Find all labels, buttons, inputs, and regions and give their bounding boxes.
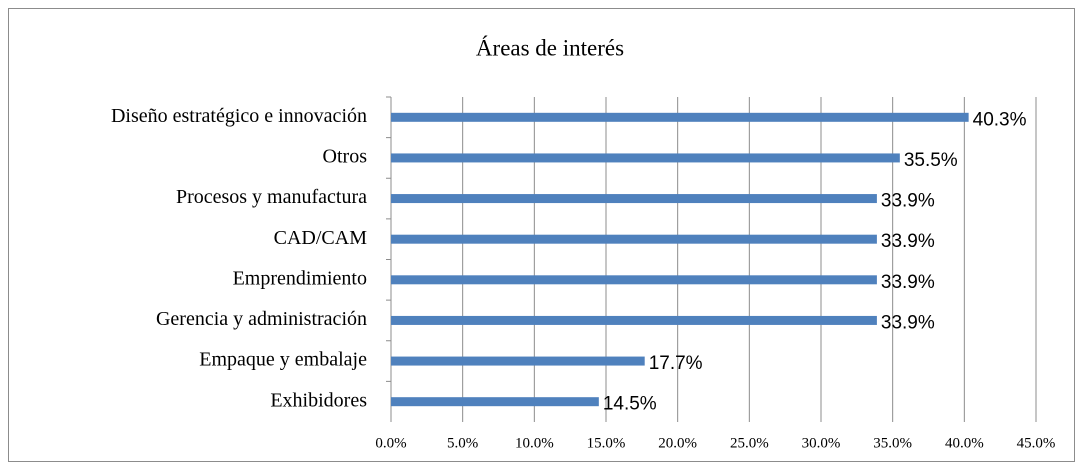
x-tick-label: 0.0% [375,435,406,451]
chart-title: Áreas de interés [476,35,624,60]
x-tick-label: 5.0% [447,435,478,451]
x-tick-label: 35.0% [873,435,912,451]
bar [391,356,645,366]
x-tick-label: 45.0% [1017,435,1056,451]
y-tick-label: Emprendimiento [233,267,367,289]
x-tick-label: 10.0% [515,435,554,451]
bar [391,234,877,244]
y-tick-label: Empaque y embalaje [199,349,367,371]
value-label: 33.9% [881,231,935,252]
bar [391,397,599,407]
bar [391,194,877,204]
y-tick-label: Diseño estratégico e innovación [111,105,367,127]
y-tick-label: Otros [323,146,368,168]
y-tick-label: Procesos y manufactura [176,186,367,208]
x-tick-label: 15.0% [587,435,626,451]
value-label: 14.5% [603,394,657,415]
value-label: 35.5% [904,150,958,171]
value-label: 33.9% [881,312,935,333]
x-tick-label: 30.0% [802,435,841,451]
bar [391,275,877,285]
value-label: 33.9% [881,191,935,212]
value-label: 40.3% [973,109,1027,130]
value-label: 17.7% [649,353,703,374]
y-tick-label: CAD/CAM [274,227,368,249]
bar [391,112,969,122]
y-tick-label: Gerencia y administración [156,308,367,330]
bar [391,153,900,163]
value-label: 33.9% [881,272,935,293]
bar [391,315,877,325]
x-tick-label: 20.0% [658,435,697,451]
y-tick-label: Exhibidores [270,389,367,411]
x-tick-label: 25.0% [730,435,769,451]
x-tick-label: 40.0% [945,435,984,451]
